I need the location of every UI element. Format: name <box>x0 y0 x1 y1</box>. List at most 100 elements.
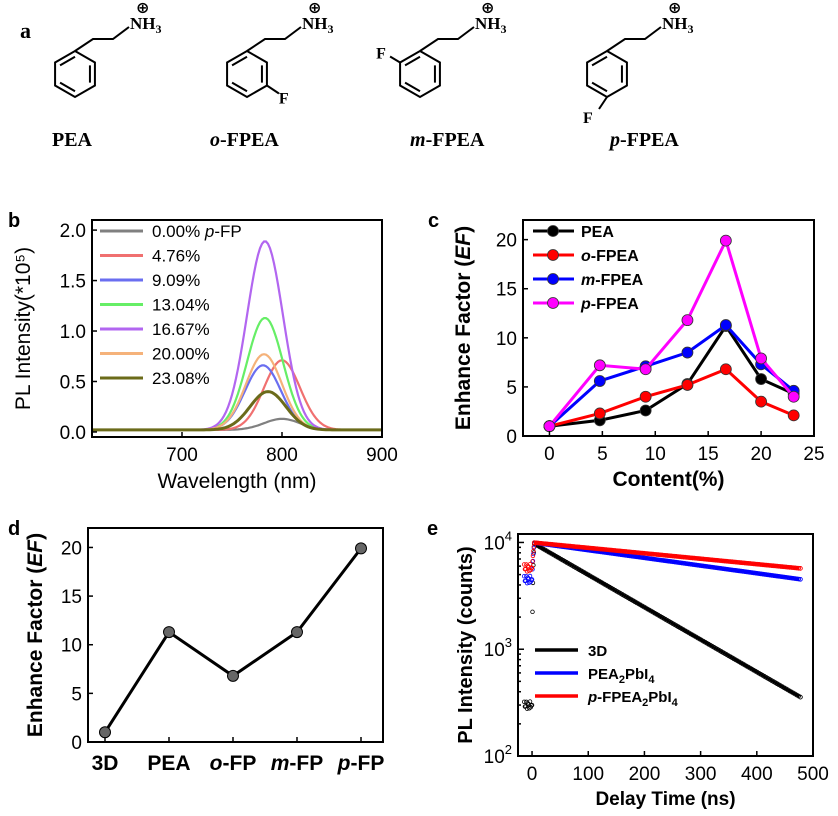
legend-prefix: p <box>200 222 214 241</box>
y-tick-label: 0.5 <box>60 372 86 393</box>
legend-name: 16.67% <box>152 320 210 339</box>
charge-symbol: ⊕ <box>136 0 149 17</box>
panel-c-enhance-vs-content: 0 5 10 15 20 25 0 5 10 15 20 Content(%) Enhance Fact… <box>452 219 825 491</box>
x-tick-label: 20 <box>751 444 772 465</box>
plot-frame <box>517 533 814 757</box>
data-point <box>787 409 800 422</box>
ethyl-chain <box>419 26 475 52</box>
tick-base: 10 <box>484 533 505 554</box>
y-axis-label: PL Intensity (counts) <box>455 546 477 743</box>
legend-label: 23.08% <box>152 369 210 388</box>
data-point <box>530 559 535 564</box>
x-axis-label: Content(%) <box>613 468 725 491</box>
data-point <box>681 314 694 327</box>
y-label-main: PL Intensity(*10 <box>12 263 35 410</box>
subscript-3: 3 <box>501 22 507 36</box>
panel-label-e: e <box>427 518 438 540</box>
double-bond <box>404 55 421 67</box>
x-tick-label: m-FP <box>271 752 324 775</box>
data-point <box>529 702 535 708</box>
series-curve-23.08% <box>92 390 382 432</box>
legend-sub: 2 <box>642 697 648 709</box>
data-point <box>529 566 534 571</box>
ethyl-chain <box>74 26 130 52</box>
y-tick-label: 102 <box>484 742 512 768</box>
y-tick-label: 15 <box>61 587 82 608</box>
legend-tail: -FPEA <box>591 248 639 265</box>
data-point <box>355 542 367 555</box>
x-tick-label: PEA <box>147 752 190 775</box>
data-point <box>291 626 303 639</box>
y-tick-label: 5 <box>506 378 517 399</box>
legend-prefix: m <box>581 272 595 289</box>
tick-tail: 3D <box>92 752 119 775</box>
y-label-ef: EF <box>452 232 475 260</box>
tick-prefix: p <box>337 752 351 775</box>
cf-bond <box>598 96 608 110</box>
legend-label: 13.04% <box>152 296 210 315</box>
data-point <box>531 545 537 551</box>
double-bond <box>231 55 248 67</box>
x-tick-label: p-FP <box>337 752 385 775</box>
data-point <box>531 548 536 554</box>
subscript-3: 3 <box>688 22 694 36</box>
tick-tail: -FP <box>351 752 385 775</box>
plot-frame <box>522 219 815 437</box>
legend-prefix: p <box>580 296 591 313</box>
legend-base: -FPEA <box>597 689 642 706</box>
data-point <box>719 363 732 376</box>
data-point <box>99 726 111 739</box>
y-tick-label: 1.5 <box>60 272 86 293</box>
charge-symbol: ⊕ <box>481 0 494 17</box>
legend-marker <box>547 249 559 261</box>
x-tick-label: 25 <box>803 444 824 465</box>
legend-tail: -FPEA <box>595 272 643 289</box>
x-tick-label: o-FP <box>210 752 257 775</box>
legend-label: PEA2PbI4 <box>588 666 655 686</box>
legend-name: 13.04% <box>152 296 210 315</box>
cf-bond <box>389 55 401 64</box>
fit-line-p-FPEA2PbI4 <box>534 541 800 570</box>
y-tick-label: 10 <box>61 636 82 657</box>
data-point <box>530 609 535 615</box>
double-bond <box>231 81 248 93</box>
data-point <box>681 346 694 359</box>
tick-tail: PEA <box>147 752 190 775</box>
y-tick-label: 15 <box>496 280 517 301</box>
molecule-o-FPEA: NH3⊕Fo-FPEA <box>210 0 334 151</box>
y-tick-label: 10 <box>496 329 517 350</box>
subscript-3: 3 <box>328 22 334 36</box>
data-point <box>593 407 606 420</box>
tick-exponent: 2 <box>505 742 512 757</box>
plot-frame <box>91 219 383 438</box>
y-tick-label: 20 <box>61 538 82 559</box>
fit-line-3D <box>533 542 801 698</box>
legend-sub: 4 <box>648 674 655 686</box>
legend-label: 16.67% <box>152 320 210 339</box>
legend-name: 9.09% <box>152 271 200 290</box>
y-tick-label: 103 <box>484 635 512 661</box>
y-label-main: Enhance Factor ( <box>24 567 47 737</box>
legend-label: 20.00% <box>152 345 210 364</box>
legend-label: p-FPEA2PbI4 <box>587 689 679 709</box>
legend-base: 3D <box>588 643 607 660</box>
data-point <box>719 234 732 247</box>
legend-label: p-FPEA <box>580 296 639 313</box>
y-tick-label: 2.0 <box>60 221 86 242</box>
tick-tail: -FP <box>223 752 257 775</box>
x-tick-label: 15 <box>698 444 719 465</box>
fluorine-label: F <box>279 91 289 108</box>
y-tick-label: 20 <box>496 231 517 252</box>
y-label-main: Enhance Factor ( <box>452 260 475 430</box>
legend-label: 3D <box>588 643 607 660</box>
x-axis-label: Delay Time (ns) <box>595 789 735 810</box>
tick-prefix: m <box>271 752 290 775</box>
fluorine-label: F <box>376 46 386 63</box>
data-point <box>543 420 556 433</box>
legend-label: m-FPEA <box>581 272 644 289</box>
benzene-ring <box>226 49 268 99</box>
x-tick-label: 100 <box>572 764 604 785</box>
amine-label: NH3 <box>302 14 334 36</box>
